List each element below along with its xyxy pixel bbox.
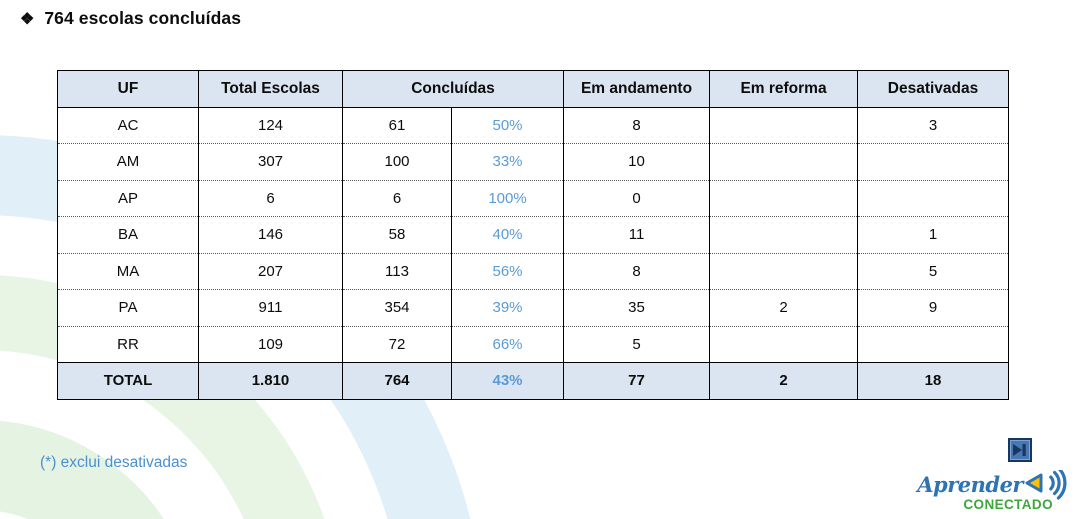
cell-uf: RR — [57, 325, 199, 363]
cell-concluidas: 61 — [342, 107, 452, 144]
logo-text-conectado: CONECTADO — [963, 497, 1053, 512]
logo-text-aprender: Aprender — [917, 472, 1023, 497]
cell-desativadas: 9 — [857, 289, 1010, 326]
cell-desativadas: 18 — [857, 362, 1010, 399]
cell-total: 307 — [198, 143, 343, 180]
cell-desativadas — [857, 325, 1010, 363]
cell-concluidas: 764 — [342, 362, 452, 399]
cell-uf: AM — [57, 143, 199, 180]
schools-table-container: UF Total Escolas Concluídas Em andamento… — [57, 70, 1010, 400]
cell-total: 1.810 — [198, 362, 343, 399]
header-total-escolas: Total Escolas — [198, 70, 343, 108]
cell-concluidas: 58 — [342, 216, 452, 253]
cell-reforma — [709, 107, 859, 144]
table-total-row: TOTAL 1.810 764 43% 77 2 18 — [57, 362, 1010, 399]
cell-total: 207 — [198, 252, 343, 290]
slide-title-row: ❖ 764 escolas concluídas — [20, 8, 241, 29]
cell-reforma — [709, 216, 859, 253]
page-title: 764 escolas concluídas — [44, 8, 242, 28]
cell-andamento: 5 — [563, 325, 711, 363]
cell-andamento: 11 — [563, 216, 711, 253]
table-row: RR 109 72 66% 5 — [57, 325, 1010, 363]
cell-uf: AC — [57, 107, 199, 144]
cell-desativadas: 1 — [857, 216, 1010, 253]
cell-andamento: 10 — [563, 143, 711, 180]
table-row: AM 307 100 33% 10 — [57, 143, 1010, 180]
cell-total: 109 — [198, 325, 343, 363]
table-row: AC 124 61 50% 8 3 — [57, 107, 1010, 144]
table-row: BA 146 58 40% 11 1 — [57, 216, 1010, 253]
cell-andamento: 77 — [563, 362, 711, 399]
cell-pct: 56% — [450, 252, 565, 290]
aprender-conectado-logo: Aprender CONECTADO — [917, 470, 1067, 512]
cell-total: 124 — [198, 107, 343, 144]
cell-total: 6 — [198, 179, 343, 217]
cell-desativadas — [857, 143, 1010, 180]
cell-pct: 43% — [450, 362, 565, 399]
cell-uf: MA — [57, 252, 199, 290]
header-em-reforma: Em reforma — [709, 70, 859, 108]
footnote: (*) exclui desativadas — [40, 454, 188, 471]
cell-concluidas: 354 — [342, 289, 452, 326]
cell-reforma — [709, 179, 859, 217]
cell-uf: PA — [57, 289, 199, 326]
cell-desativadas: 5 — [857, 252, 1010, 290]
cell-desativadas: 3 — [857, 107, 1010, 144]
cell-pct: 40% — [450, 216, 565, 253]
cell-uf: AP — [57, 179, 199, 217]
cell-andamento: 0 — [563, 179, 711, 217]
header-em-andamento: Em andamento — [563, 70, 711, 108]
cell-reforma — [709, 325, 859, 363]
cell-concluidas: 72 — [342, 325, 452, 363]
table-row: AP 6 6 100% 0 — [57, 179, 1010, 217]
cell-total: 146 — [198, 216, 343, 253]
cell-pct: 50% — [450, 107, 565, 144]
cell-pct: 33% — [450, 143, 565, 180]
cell-andamento: 35 — [563, 289, 711, 326]
diamond-bullet-icon: ❖ — [20, 10, 35, 28]
cell-concluidas: 6 — [342, 179, 452, 217]
cell-uf: TOTAL — [57, 362, 199, 399]
table-row: MA 207 113 56% 8 5 — [57, 252, 1010, 290]
cell-concluidas: 100 — [342, 143, 452, 180]
cell-desativadas — [857, 179, 1010, 217]
cell-total: 911 — [198, 289, 343, 326]
next-slide-button[interactable] — [1008, 438, 1032, 462]
cell-concluidas: 113 — [342, 252, 452, 290]
header-uf: UF — [57, 70, 199, 108]
header-concluidas: Concluídas — [341, 70, 565, 108]
schools-status-table: UF Total Escolas Concluídas Em andamento… — [57, 70, 1010, 400]
logo-top-row: Aprender — [917, 470, 1067, 500]
cell-andamento: 8 — [563, 252, 711, 290]
cell-reforma: 2 — [709, 362, 859, 399]
wifi-triangle-icon — [1025, 470, 1067, 500]
table-body: AC 124 61 50% 8 3 AM 307 100 33% 10 AP 6 6 100% 0 BA 146 5… — [57, 107, 1010, 399]
cell-reforma — [709, 143, 859, 180]
cell-pct: 100% — [450, 179, 565, 217]
table-header-row: UF Total Escolas Concluídas Em andamento… — [57, 70, 1010, 108]
cell-pct: 66% — [450, 325, 565, 363]
header-desativadas: Desativadas — [857, 70, 1010, 108]
cell-reforma: 2 — [709, 289, 859, 326]
cell-pct: 39% — [450, 289, 565, 326]
skip-to-end-icon — [1013, 444, 1026, 456]
cell-andamento: 8 — [563, 107, 711, 144]
cell-reforma — [709, 252, 859, 290]
table-row: PA 911 354 39% 35 2 9 — [57, 289, 1010, 326]
cell-uf: BA — [57, 216, 199, 253]
